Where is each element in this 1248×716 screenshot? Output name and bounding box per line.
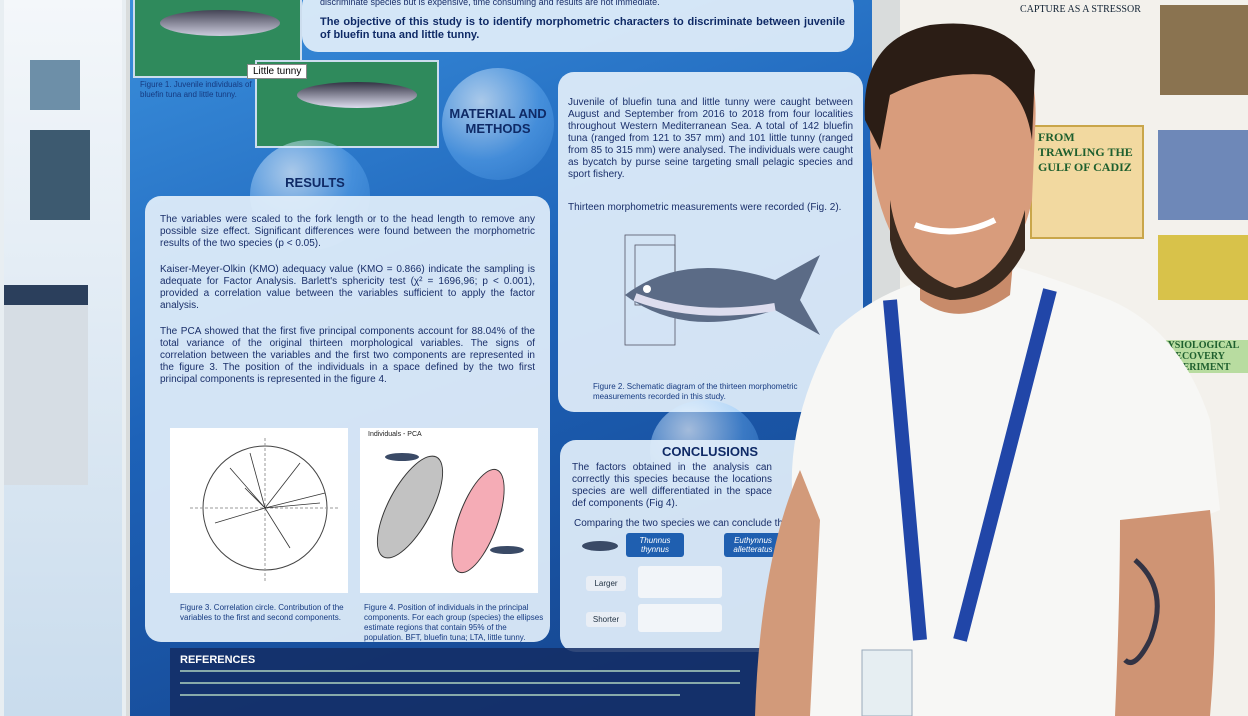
section-title: MATERIAL AND METHODS [449, 106, 547, 136]
section-title: FROM TRAWLING THE GULF OF CADIZ [1038, 130, 1133, 174]
section-title: REFERENCES [180, 654, 256, 666]
figure-caption: Figure 1. Juvenile individuals of bluefi… [140, 80, 252, 99]
figure-caption: Figure 4. Position of individuals in the… [364, 603, 544, 642]
tuna-diagram [624, 234, 820, 346]
left-poster [0, 0, 126, 716]
correlation-circle [170, 428, 348, 593]
figure-caption: Figure 2. Schematic diagram of the thirt… [593, 382, 798, 401]
pca-plot: Individuals - PCA [360, 428, 538, 593]
results-text: Kaiser-Meyer-Olkin (KMO) adequacy value … [160, 264, 535, 311]
objective-text: The objective of this study is to identi… [320, 16, 845, 41]
person [755, 23, 1220, 716]
results-text: The variables were scaled to the fork le… [160, 214, 535, 249]
objective-box [302, 0, 854, 52]
figure-label: Little tunny [247, 64, 308, 79]
figure-caption: Figure 3. Correlation circle. Contributi… [180, 603, 344, 622]
section-title: CONCLUSIONS [661, 444, 759, 459]
methods-text: Thirteen morphometric measurements were … [568, 202, 842, 213]
species-header: Euthynnus alletteratus [724, 533, 782, 557]
bubble [442, 68, 554, 180]
conclusions-text: The factors obtained in the analysis can… [572, 462, 772, 509]
species-header: Thunnus thynnus [626, 533, 684, 557]
poster: discriminate species but is expensive, t… [130, 0, 872, 716]
poster-title: CAPTURE AS A STRESSOR [1020, 4, 1141, 15]
methods-box [558, 72, 863, 412]
plot-title: Individuals - PCA [368, 431, 422, 438]
results-text: The PCA showed that the first five princ… [160, 326, 535, 385]
intro-text: discriminate species but is expensive, t… [320, 0, 660, 7]
section-title: RESULTS [285, 175, 345, 190]
methods-text: Juvenile of bluefin tuna and little tunn… [568, 97, 853, 180]
row-label: Shorter [586, 612, 626, 627]
row-label: Larger [586, 576, 626, 591]
conclusions-text: Comparing the two species we can conclud… [574, 518, 792, 529]
